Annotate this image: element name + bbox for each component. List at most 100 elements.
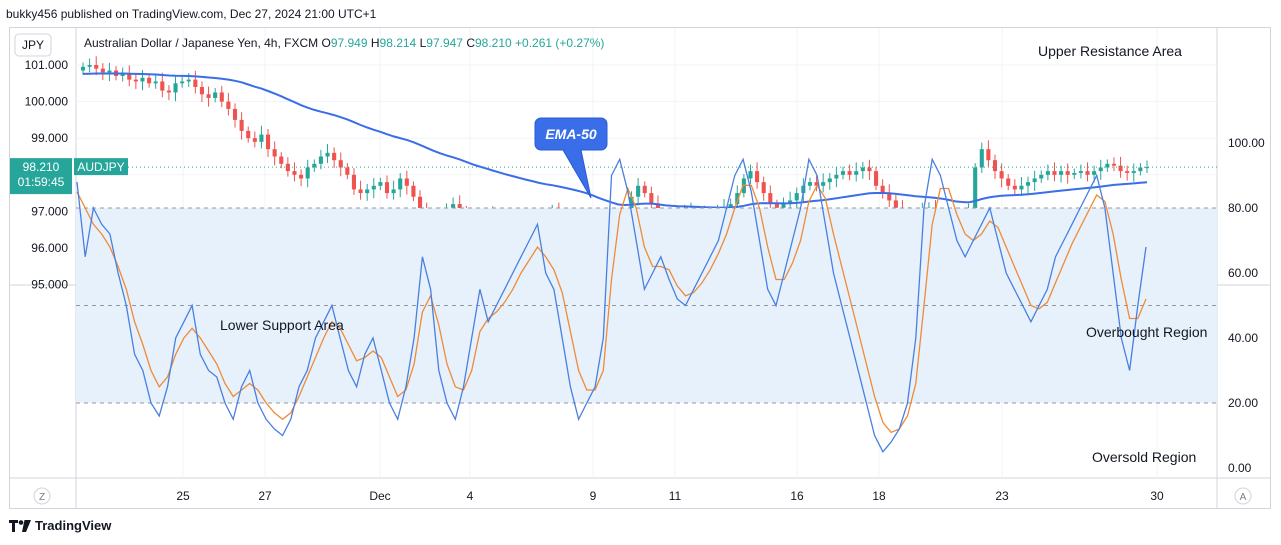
candle-body bbox=[345, 167, 350, 175]
candle-body bbox=[768, 193, 773, 205]
oscillator-tick-label: 20.00 bbox=[1228, 396, 1258, 410]
candle-body bbox=[166, 90, 171, 93]
symbol-tag-box bbox=[74, 158, 128, 176]
oscillator-tick-label: 100.00 bbox=[1228, 136, 1265, 150]
price-tick-label: 100.000 bbox=[25, 95, 69, 109]
price-tag-value: 98.210 bbox=[23, 160, 60, 174]
candle-body bbox=[735, 193, 740, 205]
candle-body bbox=[378, 182, 383, 186]
candle-body bbox=[226, 101, 231, 109]
zoom-right-button[interactable] bbox=[1234, 487, 1252, 505]
candle-body bbox=[1019, 185, 1024, 190]
time-tick-label: 9 bbox=[590, 489, 597, 503]
candle-body bbox=[1111, 163, 1117, 166]
candle-body bbox=[1012, 185, 1017, 190]
time-tick-label: 11 bbox=[669, 489, 682, 503]
candle-body bbox=[180, 81, 185, 84]
candle-body bbox=[87, 65, 92, 67]
candle-body bbox=[107, 70, 112, 73]
candle-body bbox=[873, 171, 879, 186]
candle-body bbox=[1125, 171, 1130, 173]
candle-body bbox=[986, 149, 991, 161]
candle-body bbox=[1006, 178, 1011, 186]
candle-body bbox=[232, 108, 238, 120]
time-tick-label: 30 bbox=[1150, 489, 1164, 503]
candle-body bbox=[840, 171, 846, 175]
candle-body bbox=[120, 74, 125, 76]
zoom-right-label: A bbox=[1240, 492, 1247, 503]
candle-body bbox=[94, 65, 99, 69]
candle-body bbox=[173, 83, 178, 93]
candle-body bbox=[371, 185, 376, 190]
tradingview-footer[interactable]: TradingView bbox=[9, 518, 111, 533]
time-tick-label: 4 bbox=[467, 489, 474, 503]
zoom-left-label: Z bbox=[39, 492, 45, 503]
candle-body bbox=[1072, 172, 1077, 175]
candle-body bbox=[398, 178, 403, 190]
candle-body bbox=[1105, 163, 1110, 168]
publisher-line: bukky456 published on TradingView.com, D… bbox=[6, 7, 377, 21]
candle-body bbox=[893, 200, 898, 208]
tradingview-brand: TradingView bbox=[35, 518, 112, 533]
ema50-callout-label: EMA-50 bbox=[545, 126, 597, 142]
candle-body bbox=[880, 185, 885, 194]
candle-body bbox=[127, 74, 132, 80]
chart-canvas[interactable]: 101.000100.00099.00098.00097.00096.00095… bbox=[10, 28, 1270, 508]
candle-body bbox=[1144, 167, 1150, 169]
candle-body bbox=[761, 182, 766, 194]
oscillator-tick-label: 60.00 bbox=[1228, 266, 1258, 280]
ema50-line bbox=[82, 72, 1148, 209]
candle-body bbox=[1098, 167, 1103, 172]
candle-body bbox=[642, 185, 647, 194]
candle-body bbox=[305, 167, 310, 179]
candle-body bbox=[80, 66, 86, 71]
candle-body bbox=[781, 204, 786, 208]
candle-body bbox=[213, 92, 218, 98]
currency-button[interactable] bbox=[14, 33, 52, 57]
candle-body bbox=[246, 130, 251, 139]
candle-body bbox=[417, 196, 423, 212]
upper-resistance-label: Upper Resistance Area bbox=[1038, 43, 1182, 59]
price-tag-box bbox=[10, 158, 72, 195]
candle-body bbox=[788, 200, 793, 205]
candle-body bbox=[821, 182, 826, 186]
candle-body bbox=[206, 94, 211, 98]
price-tag-countdown: 01:59:45 bbox=[18, 175, 65, 189]
candle-body bbox=[338, 160, 343, 168]
candle-body bbox=[1025, 182, 1031, 186]
chart-frame: 101.000100.00099.00098.00097.00096.00095… bbox=[9, 27, 1271, 509]
candle-body bbox=[1085, 171, 1090, 175]
time-tick-label: Dec bbox=[369, 489, 390, 503]
symbol-tag-label: AUDJPY bbox=[77, 160, 124, 174]
currency-button-label: JPY bbox=[22, 38, 44, 52]
candle-body bbox=[1032, 178, 1037, 183]
candle-body bbox=[1131, 171, 1136, 173]
candle-body bbox=[636, 185, 641, 197]
oversold-label: Oversold Region bbox=[1092, 449, 1196, 465]
overbought-label: Overbought Region bbox=[1086, 324, 1207, 340]
candle-body bbox=[384, 182, 390, 194]
candle-body bbox=[807, 182, 813, 186]
candle-body bbox=[358, 189, 363, 194]
candle-body bbox=[755, 171, 760, 183]
time-tick-label: 27 bbox=[258, 489, 272, 503]
candle-body bbox=[457, 204, 462, 212]
zoom-left-button[interactable] bbox=[33, 487, 51, 505]
price-tick-label: 96.000 bbox=[31, 241, 68, 255]
candle-body bbox=[1065, 171, 1070, 175]
candle-body bbox=[1078, 171, 1083, 173]
candle-body bbox=[1138, 167, 1143, 172]
candle-body bbox=[728, 204, 733, 208]
lower-support-label: Lower Support Area bbox=[220, 317, 344, 333]
candle-body bbox=[649, 193, 654, 205]
candle-body bbox=[834, 174, 839, 179]
candle-body bbox=[847, 171, 852, 175]
candle-body bbox=[794, 193, 799, 201]
candle-body bbox=[147, 77, 152, 84]
candle-body bbox=[299, 174, 304, 179]
candle-body bbox=[391, 189, 396, 194]
candle-body bbox=[365, 189, 370, 194]
time-tick-label: 23 bbox=[995, 489, 1009, 503]
time-tick-label: 18 bbox=[872, 489, 886, 503]
candle-body bbox=[451, 204, 456, 208]
